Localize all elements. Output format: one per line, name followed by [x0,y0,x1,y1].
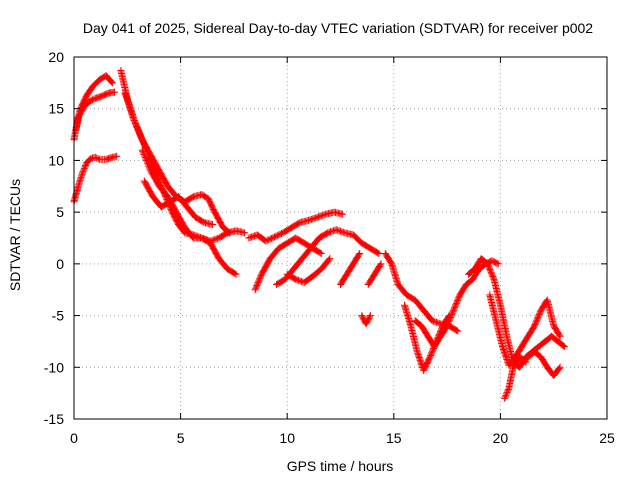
y-tick-label: -15 [44,411,64,427]
data-point-markers [138,146,240,278]
data-point-markers [283,255,334,286]
chart-title: Day 041 of 2025, Sidereal Day-to-day VTE… [83,20,593,36]
data-point-markers [140,177,217,229]
series-arc7 [140,177,217,229]
series-arc14 [364,260,385,289]
data-point-markers [486,291,564,369]
data-point-markers [337,250,364,289]
x-tick-label: 10 [279,430,295,446]
data-point-markers [245,208,347,245]
x-tick-label: 0 [70,430,78,446]
series-arc12 [337,250,364,289]
data-point-markers [364,260,385,289]
x-tick-label: 25 [599,430,615,446]
axis-ticks: 0 5 10 15 20 25 -15 -10 -5 0 5 10 15 20 [44,49,615,446]
series-arc21 [518,348,564,380]
y-tick-label: 15 [48,101,64,117]
x-tick-label: 20 [493,430,509,446]
y-tick-label: -10 [44,359,64,375]
series-arc5 [121,89,234,237]
y-tick-label: 20 [48,49,64,65]
data-point-markers [358,312,374,328]
x-tick-label: 5 [177,430,185,446]
series-arc11 [283,255,334,286]
data-point-markers [121,89,234,237]
x-axis-label: GPS time / hours [287,458,394,474]
plot-frame [73,56,608,420]
y-axis-label: SDTVAR / TECUs [7,179,23,291]
data-point-markers [117,66,249,245]
data-point-markers [72,72,116,133]
data-points [70,66,568,402]
series-arc4 [117,66,249,245]
y-tick-label: 5 [56,204,64,220]
grid [74,57,607,419]
data-point-markers [518,348,564,380]
y-tick-label: 10 [48,152,64,168]
series-arc19 [486,291,564,369]
y-tick-label: 0 [56,256,64,272]
series-arc13 [358,312,374,328]
series-arc2 [72,72,116,133]
series-arc6 [138,146,240,278]
y-tick-label: -5 [52,308,65,324]
x-tick-label: 15 [386,430,402,446]
series-arc8 [245,208,347,245]
